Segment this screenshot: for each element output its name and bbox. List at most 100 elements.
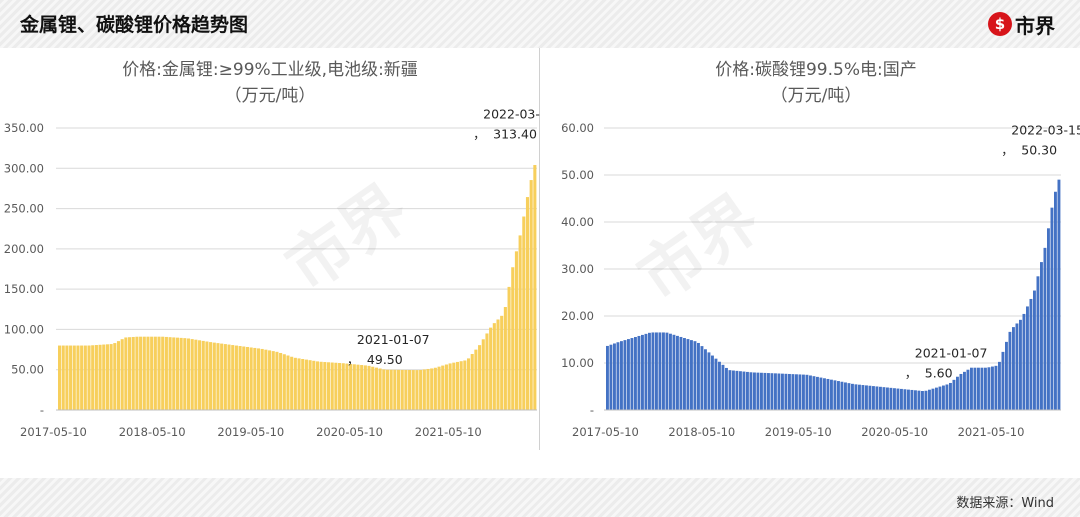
bar [466, 358, 471, 410]
bar [216, 343, 220, 410]
bar [109, 344, 113, 410]
y-tick-label: 50.00 [561, 168, 594, 182]
x-tick-label: 2020-05-10 [861, 425, 928, 439]
bar [356, 364, 360, 410]
y-tick-label: 30.00 [561, 262, 594, 276]
chart-lithium-metal: 价格:金属锂:≥99%工业级,电池级:新疆 （万元/吨） 350.00 300.00 2… [4, 60, 540, 439]
bar [1012, 327, 1015, 410]
bar [514, 251, 518, 410]
data-source: 数据来源：Wind [956, 496, 1054, 511]
bar [809, 375, 812, 410]
annotation-date: 2022-03-15 [1011, 123, 1080, 138]
bar [1019, 319, 1022, 410]
bar [623, 340, 627, 410]
bar [415, 370, 419, 410]
bar [732, 370, 735, 410]
bar [172, 337, 176, 410]
bar [94, 345, 98, 410]
bar [374, 367, 378, 410]
bar [268, 350, 272, 410]
bar [823, 378, 826, 410]
bar [205, 341, 209, 410]
bar [91, 345, 95, 410]
bar [326, 362, 331, 410]
bar [426, 368, 430, 410]
bar [777, 373, 781, 410]
header-bar: 金属锂、碳酸锂价格趋势图 $ 市界 [0, 0, 1080, 48]
bar [921, 391, 924, 410]
bar [455, 361, 460, 410]
y-tick-label: 40.00 [561, 215, 594, 229]
bar [991, 366, 994, 410]
bar [882, 387, 886, 410]
bar [485, 333, 489, 410]
bar [227, 344, 231, 410]
bar [942, 385, 945, 410]
bar [448, 363, 452, 410]
bar [164, 336, 168, 410]
bar [998, 361, 1001, 410]
bar [452, 362, 456, 410]
bar [146, 336, 150, 410]
bar [282, 354, 286, 410]
bar [264, 349, 268, 410]
bar [72, 345, 76, 410]
bar [641, 334, 644, 410]
bar [868, 385, 872, 410]
bar [886, 387, 889, 410]
bar [76, 345, 80, 410]
bar [511, 267, 515, 410]
bar [363, 365, 367, 410]
bar [900, 388, 903, 410]
y-tick-label: - [40, 403, 44, 417]
bar [404, 369, 408, 410]
bar [58, 345, 62, 410]
bar [238, 346, 242, 410]
bar [910, 389, 914, 410]
bar [865, 385, 868, 410]
y-tick-label: 250.00 [4, 202, 44, 216]
bar [840, 381, 844, 410]
chart-subtitle: （万元/吨） [771, 86, 862, 106]
bar [253, 347, 257, 410]
bar [847, 383, 851, 410]
bar [917, 390, 921, 410]
bar [393, 369, 397, 410]
bar [683, 338, 686, 410]
bar [620, 341, 623, 410]
bar [931, 388, 935, 410]
bar [700, 346, 704, 410]
chart-panel-lithium-metal: 价格:金属锂:≥99%工业级,电池级:新疆 （万元/吨） 350.00 300.00 2… [0, 48, 540, 450]
y-tick-label: 350.00 [4, 121, 44, 135]
x-tick-label: 2017-05-10 [572, 425, 639, 439]
bar [1043, 247, 1047, 410]
page-title: 金属锂、碳酸锂价格趋势图 [20, 14, 249, 36]
bar [826, 378, 830, 410]
bar [1008, 331, 1012, 410]
bar [360, 365, 364, 410]
bar [1029, 298, 1033, 410]
y-tick-label: 20.00 [561, 309, 594, 323]
bar [80, 345, 84, 410]
bar [256, 348, 261, 410]
brand-logo: $ 市界 [988, 10, 1055, 38]
chart-title: 价格:碳酸锂99.5%电:国产 [715, 60, 916, 80]
chart-title: 价格:金属锂:≥99%工业级,电池级:新疆 [122, 60, 418, 80]
bar [637, 335, 641, 410]
bar [872, 386, 875, 410]
bar [907, 389, 910, 410]
bar [711, 355, 714, 410]
bar [613, 343, 616, 410]
annotation-separator: ， [473, 126, 486, 141]
bar [179, 337, 183, 410]
bar [124, 337, 128, 410]
logo-text: 市界 [1015, 13, 1055, 38]
bar [1015, 323, 1019, 410]
bar [707, 352, 711, 410]
bar [784, 373, 788, 410]
bar [209, 342, 213, 410]
bar [669, 333, 672, 410]
annotation-separator: ， [347, 352, 360, 367]
bar [474, 349, 478, 410]
annotation-value: 5.60 [925, 366, 953, 381]
